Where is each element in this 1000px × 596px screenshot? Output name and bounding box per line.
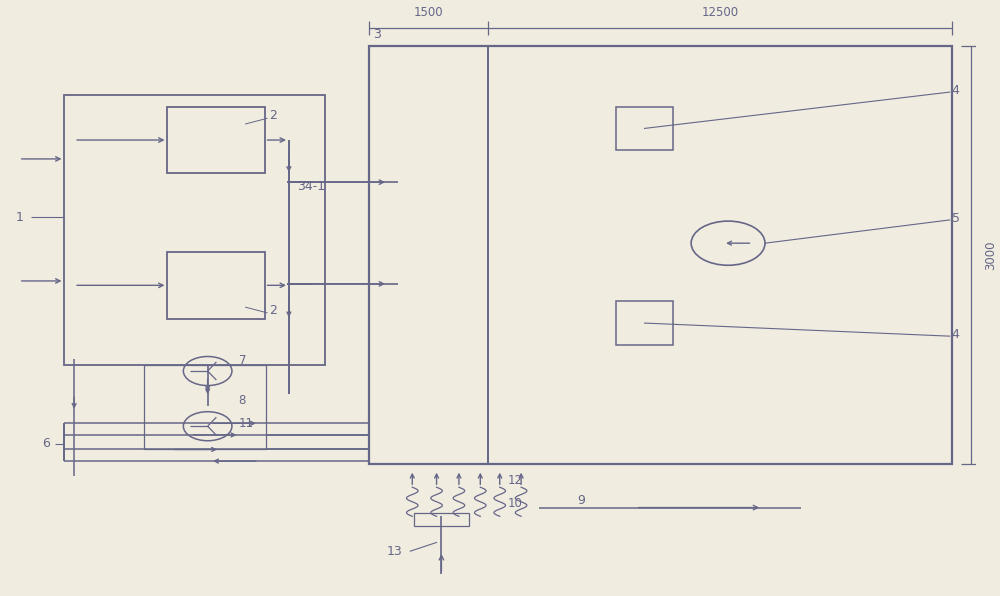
Text: 5: 5 [952,212,960,225]
Text: 1500: 1500 [413,6,443,19]
Text: 12500: 12500 [701,6,738,19]
Bar [616,107,673,150]
Text: 3000: 3000 [985,240,998,269]
Text: 12: 12 [508,474,523,487]
Text: 4: 4 [952,328,959,342]
Text: 2: 2 [269,303,277,316]
Text: 13: 13 [387,545,403,558]
Bar [144,365,266,449]
Text: 4: 4 [952,85,959,97]
Bar [167,252,265,319]
Text: 11: 11 [239,417,254,430]
Bar [616,302,673,345]
Text: 9: 9 [577,494,585,507]
Text: 10: 10 [508,497,522,510]
Bar [64,95,325,365]
Bar [167,107,265,173]
Bar [369,46,952,464]
Text: 7: 7 [239,354,246,367]
Text: 34-1: 34-1 [297,180,325,193]
Text: 2: 2 [269,109,277,122]
Bar [414,513,469,526]
Text: 8: 8 [239,393,246,406]
Text: 6: 6 [42,437,50,450]
Text: 3: 3 [373,28,381,41]
Text: 1: 1 [16,210,24,224]
